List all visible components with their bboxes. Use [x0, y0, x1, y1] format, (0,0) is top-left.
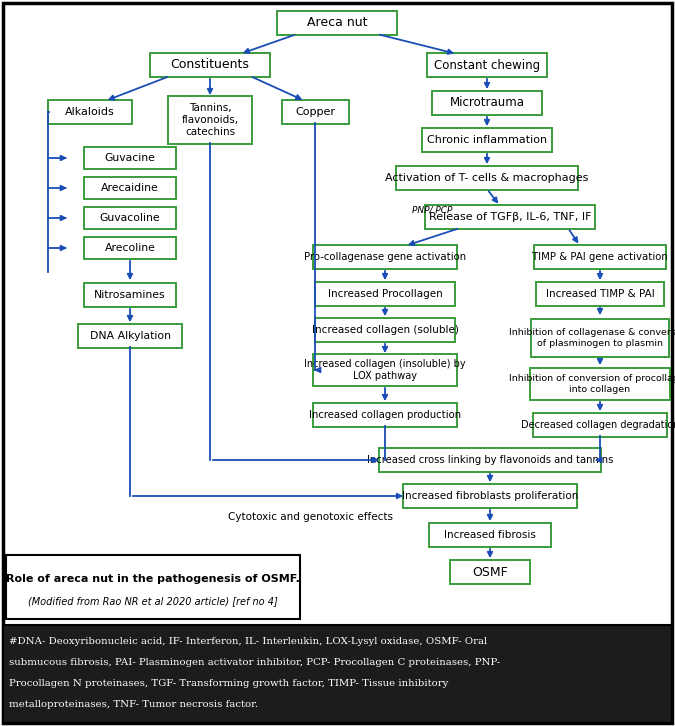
- FancyBboxPatch shape: [168, 96, 252, 144]
- Text: Arecoline: Arecoline: [105, 243, 155, 253]
- FancyBboxPatch shape: [403, 484, 577, 508]
- FancyBboxPatch shape: [536, 282, 664, 306]
- Text: Role of areca nut in the pathogenesis of OSMF.: Role of areca nut in the pathogenesis of…: [6, 574, 300, 584]
- FancyBboxPatch shape: [84, 207, 176, 229]
- Text: Release of TGFβ, IL-6, TNF, IF: Release of TGFβ, IL-6, TNF, IF: [429, 212, 591, 222]
- FancyBboxPatch shape: [534, 245, 666, 269]
- Text: Constant chewing: Constant chewing: [434, 59, 540, 71]
- FancyBboxPatch shape: [84, 147, 176, 169]
- FancyBboxPatch shape: [315, 318, 455, 342]
- FancyBboxPatch shape: [425, 205, 595, 229]
- FancyBboxPatch shape: [313, 245, 457, 269]
- Text: Arecaidine: Arecaidine: [101, 183, 159, 193]
- FancyBboxPatch shape: [281, 100, 348, 124]
- FancyBboxPatch shape: [531, 319, 669, 357]
- Text: Alkaloids: Alkaloids: [65, 107, 115, 117]
- FancyBboxPatch shape: [422, 128, 552, 152]
- FancyBboxPatch shape: [78, 324, 182, 348]
- Text: Increased fibrosis: Increased fibrosis: [444, 530, 536, 540]
- Text: Increased collagen (insoluble) by
LOX pathway: Increased collagen (insoluble) by LOX pa…: [304, 359, 466, 381]
- FancyBboxPatch shape: [277, 11, 397, 35]
- FancyBboxPatch shape: [313, 354, 457, 386]
- FancyBboxPatch shape: [429, 523, 551, 547]
- FancyBboxPatch shape: [533, 413, 667, 437]
- FancyBboxPatch shape: [48, 100, 132, 124]
- FancyBboxPatch shape: [450, 560, 530, 584]
- Text: Increased collagen (soluble): Increased collagen (soluble): [312, 325, 458, 335]
- Text: Increased TIMP & PAI: Increased TIMP & PAI: [545, 289, 654, 299]
- Text: submucous fibrosis, PAI- Plasminogen activator inhibitor, PCP- Procollagen C pro: submucous fibrosis, PAI- Plasminogen act…: [9, 658, 500, 667]
- FancyBboxPatch shape: [84, 283, 176, 307]
- Text: Copper: Copper: [295, 107, 335, 117]
- FancyBboxPatch shape: [379, 448, 601, 472]
- Text: Guvacine: Guvacine: [105, 153, 155, 163]
- Text: Increased fibroblasts proliferation: Increased fibroblasts proliferation: [402, 491, 578, 501]
- FancyBboxPatch shape: [3, 3, 672, 723]
- Text: Inhibition of conversion of procollagen
into collagen: Inhibition of conversion of procollagen …: [509, 375, 675, 393]
- Text: Decreased collagen degradation: Decreased collagen degradation: [520, 420, 675, 430]
- Text: Microtrauma: Microtrauma: [450, 97, 524, 110]
- Text: Increased collagen production: Increased collagen production: [309, 410, 461, 420]
- Text: #DNA- Deoxyribonucleic acid, IF- Interferon, IL- Interleukin, LOX-Lysyl oxidase,: #DNA- Deoxyribonucleic acid, IF- Interfe…: [9, 637, 487, 646]
- Text: Areca nut: Areca nut: [306, 17, 367, 30]
- Text: Tannins,
flavonoids,
catechins: Tannins, flavonoids, catechins: [182, 103, 238, 136]
- FancyBboxPatch shape: [313, 403, 457, 427]
- Text: Procollagen N proteinases, TGF- Transforming growth factor, TIMP- Tissue inhibit: Procollagen N proteinases, TGF- Transfor…: [9, 679, 448, 688]
- FancyBboxPatch shape: [84, 177, 176, 199]
- Text: PNP/ PCP: PNP/ PCP: [412, 205, 452, 214]
- FancyBboxPatch shape: [427, 53, 547, 77]
- FancyBboxPatch shape: [396, 166, 578, 190]
- FancyBboxPatch shape: [84, 237, 176, 259]
- FancyBboxPatch shape: [150, 53, 270, 77]
- Text: metalloproteinases, TNF- Tumor necrosis factor.: metalloproteinases, TNF- Tumor necrosis …: [9, 700, 258, 709]
- FancyBboxPatch shape: [6, 555, 300, 619]
- FancyBboxPatch shape: [3, 625, 672, 723]
- Text: DNA Alkylation: DNA Alkylation: [90, 331, 171, 341]
- Text: Cytotoxic and genotoxic effects: Cytotoxic and genotoxic effects: [227, 512, 392, 522]
- Text: Inhibition of collagenase & conversion
of plasminogen to plasmin: Inhibition of collagenase & conversion o…: [510, 328, 675, 348]
- Text: Increased Procollagen: Increased Procollagen: [327, 289, 442, 299]
- Text: Constituents: Constituents: [171, 59, 250, 71]
- Text: Increased cross linking by flavonoids and tannins: Increased cross linking by flavonoids an…: [367, 455, 613, 465]
- Text: (Modified from Rao NR et al 2020 article) [ref no 4]: (Modified from Rao NR et al 2020 article…: [28, 596, 278, 606]
- Text: Pro-collagenase gene activation: Pro-collagenase gene activation: [304, 252, 466, 262]
- FancyBboxPatch shape: [530, 368, 670, 400]
- Text: OSMF: OSMF: [472, 566, 508, 579]
- Text: Chronic inflammation: Chronic inflammation: [427, 135, 547, 145]
- Text: Guvacoline: Guvacoline: [100, 213, 161, 223]
- Text: Activation of T- cells & macrophages: Activation of T- cells & macrophages: [385, 173, 589, 183]
- FancyBboxPatch shape: [432, 91, 542, 115]
- FancyBboxPatch shape: [315, 282, 455, 306]
- Text: Nitrosamines: Nitrosamines: [95, 290, 166, 300]
- Text: TIMP & PAI gene activation: TIMP & PAI gene activation: [532, 252, 668, 262]
